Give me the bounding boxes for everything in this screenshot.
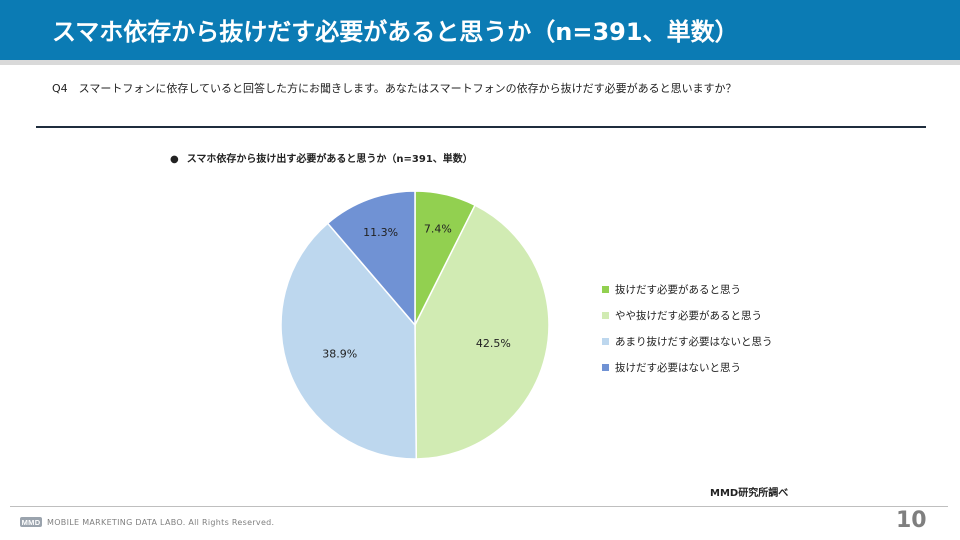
chart-title: ● スマホ依存から抜け出す必要があると思うか（n=391、単数） <box>170 150 473 165</box>
footer-copyright: MOBILE MARKETING DATA LABO. All Rights R… <box>47 517 275 527</box>
pie-slice <box>326 190 416 328</box>
chart-title-text: スマホ依存から抜け出す必要があると思うか（n=391、単数） <box>186 154 473 165</box>
legend-label: 抜けだす必要があると思う <box>615 283 741 296</box>
slice-label: 42.5% <box>476 337 511 350</box>
legend-item: あまり抜けだす必要はないと思う <box>602 328 773 354</box>
slice-label: 11.3% <box>363 226 398 239</box>
pie-slice <box>280 222 418 460</box>
legend-item: 抜けだす必要はないと思う <box>602 354 773 380</box>
legend-label: 抜けだす必要はないと思う <box>615 361 741 374</box>
divider <box>36 126 926 128</box>
legend-swatch <box>602 337 609 345</box>
header-underline <box>0 60 960 65</box>
footer-divider <box>10 506 948 507</box>
page-number: 10 <box>896 508 927 533</box>
question-text: Q4 スマートフォンに依存していると回答した方にお聞きします。あなたはスマートフ… <box>52 82 737 95</box>
legend-label: あまり抜けだす必要はないと思う <box>615 335 773 348</box>
mmd-logo-icon: MMD <box>20 517 42 527</box>
legend-item: 抜けだす必要があると思う <box>602 276 773 302</box>
logo-text: MMD <box>22 518 41 527</box>
header-bar: スマホ依存から抜けだす必要があると思うか（n=391、単数） <box>0 0 960 60</box>
footer-logo: MMD MOBILE MARKETING DATA LABO. All Righ… <box>20 516 274 528</box>
source-note: MMD研究所調べ <box>710 488 789 499</box>
legend-swatch <box>602 363 609 371</box>
page-title: スマホ依存から抜けだす必要があると思うか（n=391、単数） <box>52 18 739 46</box>
pie-slice <box>414 204 550 460</box>
chart-legend: 抜けだす必要があると思う やや抜けだす必要があると思う あまり抜けだす必要はない… <box>602 276 773 380</box>
legend-swatch <box>602 285 609 293</box>
legend-label: やや抜けだす必要があると思う <box>615 309 762 322</box>
legend-swatch <box>602 311 609 319</box>
slice-label: 7.4% <box>424 223 452 236</box>
bullet-icon: ● <box>170 154 179 165</box>
legend-item: やや抜けだす必要があると思う <box>602 302 773 328</box>
slice-label: 38.9% <box>322 347 357 360</box>
pie-chart: 7.4% 42.5% 38.9% 11.3% <box>280 190 550 460</box>
